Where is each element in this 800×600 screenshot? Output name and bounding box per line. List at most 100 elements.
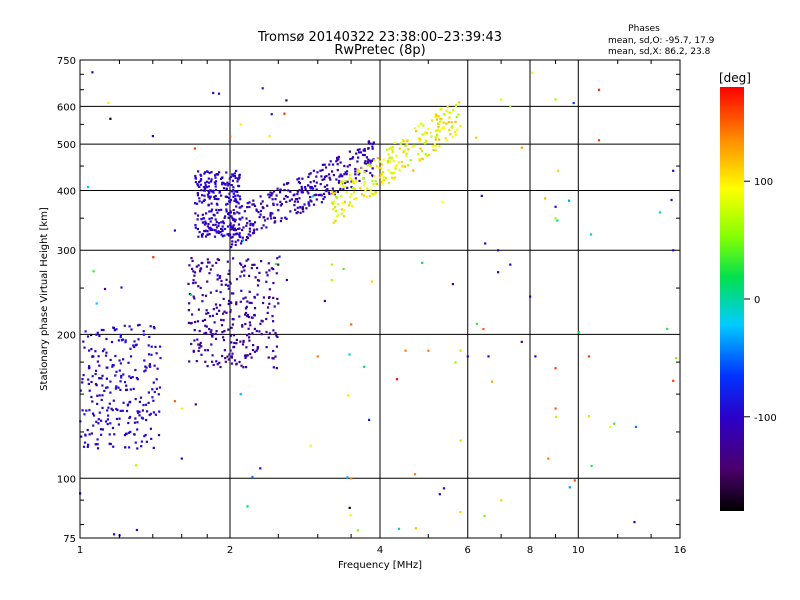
data-point xyxy=(243,269,246,272)
data-point xyxy=(191,313,194,316)
data-point xyxy=(91,355,94,358)
data-point xyxy=(196,192,199,195)
data-point xyxy=(270,217,273,220)
data-point xyxy=(129,347,132,350)
data-point xyxy=(309,172,312,175)
data-point xyxy=(260,260,263,263)
data-point xyxy=(128,401,131,404)
data-point xyxy=(83,413,86,416)
data-point xyxy=(196,227,199,231)
data-point xyxy=(369,171,372,175)
data-point xyxy=(128,416,131,420)
data-point xyxy=(327,173,331,176)
data-point xyxy=(207,189,210,193)
data-point xyxy=(200,345,203,348)
data-point xyxy=(336,169,339,172)
data-point xyxy=(223,234,226,237)
data-point xyxy=(102,328,105,332)
data-point xyxy=(255,329,258,333)
data-point xyxy=(193,274,196,277)
data-point xyxy=(210,202,213,205)
data-point xyxy=(252,224,255,227)
data-point xyxy=(442,126,445,129)
info-line-o: mean, sd,O: -95.7, 17.9 xyxy=(608,36,715,46)
data-point xyxy=(231,352,234,355)
data-point xyxy=(439,108,442,111)
data-point xyxy=(382,178,385,181)
data-point xyxy=(238,233,241,236)
data-point xyxy=(249,324,252,327)
data-point xyxy=(348,150,351,153)
data-point xyxy=(136,421,139,424)
data-point xyxy=(420,150,423,153)
data-point xyxy=(91,71,94,74)
data-point xyxy=(672,379,675,382)
data-point xyxy=(119,388,122,391)
data-point xyxy=(310,186,313,189)
data-point xyxy=(157,434,161,437)
data-point xyxy=(197,308,200,311)
data-point xyxy=(244,313,247,316)
data-point xyxy=(362,194,365,197)
data-point xyxy=(86,428,89,432)
data-point xyxy=(246,354,249,357)
data-point xyxy=(222,319,225,322)
data-point xyxy=(195,265,198,268)
data-point xyxy=(202,217,206,220)
data-point xyxy=(241,216,244,219)
data-point xyxy=(228,177,231,180)
data-point xyxy=(238,232,241,235)
data-point xyxy=(250,267,253,270)
data-point xyxy=(203,186,206,189)
data-point xyxy=(207,222,210,226)
data-point xyxy=(332,174,335,177)
data-point xyxy=(228,197,231,200)
chart-subtitle: RwPretec (8p) xyxy=(334,43,425,58)
data-point xyxy=(199,179,202,182)
data-point xyxy=(94,372,97,376)
data-point xyxy=(139,396,143,399)
data-point xyxy=(241,236,244,239)
data-point xyxy=(590,464,593,468)
data-point xyxy=(271,315,274,318)
data-point xyxy=(276,257,279,260)
data-point xyxy=(207,181,211,184)
data-point xyxy=(346,165,349,168)
data-point xyxy=(230,292,233,295)
data-point xyxy=(372,193,375,196)
data-point xyxy=(374,180,377,183)
plot-frame xyxy=(79,59,681,539)
data-point xyxy=(344,180,347,183)
data-point xyxy=(114,387,117,390)
data-point xyxy=(214,185,217,188)
data-point xyxy=(328,192,331,196)
data-point xyxy=(173,400,176,403)
data-point xyxy=(358,151,361,154)
data-point xyxy=(343,185,346,188)
data-point xyxy=(272,329,275,332)
data-point xyxy=(203,172,206,175)
data-point xyxy=(330,263,333,266)
data-point xyxy=(173,229,176,232)
data-point xyxy=(412,169,415,172)
data-point xyxy=(380,167,383,170)
data-point xyxy=(235,201,238,204)
data-point xyxy=(427,349,430,352)
data-point xyxy=(227,182,230,185)
data-point xyxy=(133,340,136,343)
data-point xyxy=(266,311,269,314)
data-point xyxy=(319,169,322,172)
data-point xyxy=(214,174,217,177)
data-point xyxy=(82,374,85,377)
data-point xyxy=(323,299,326,303)
data-point xyxy=(143,359,146,362)
data-point xyxy=(124,432,128,435)
data-point xyxy=(211,264,214,267)
data-point xyxy=(265,346,268,349)
data-point xyxy=(424,153,427,156)
data-point xyxy=(393,176,396,179)
data-point xyxy=(368,418,371,421)
data-point xyxy=(207,185,210,188)
data-point xyxy=(79,389,82,392)
data-point xyxy=(249,234,252,237)
